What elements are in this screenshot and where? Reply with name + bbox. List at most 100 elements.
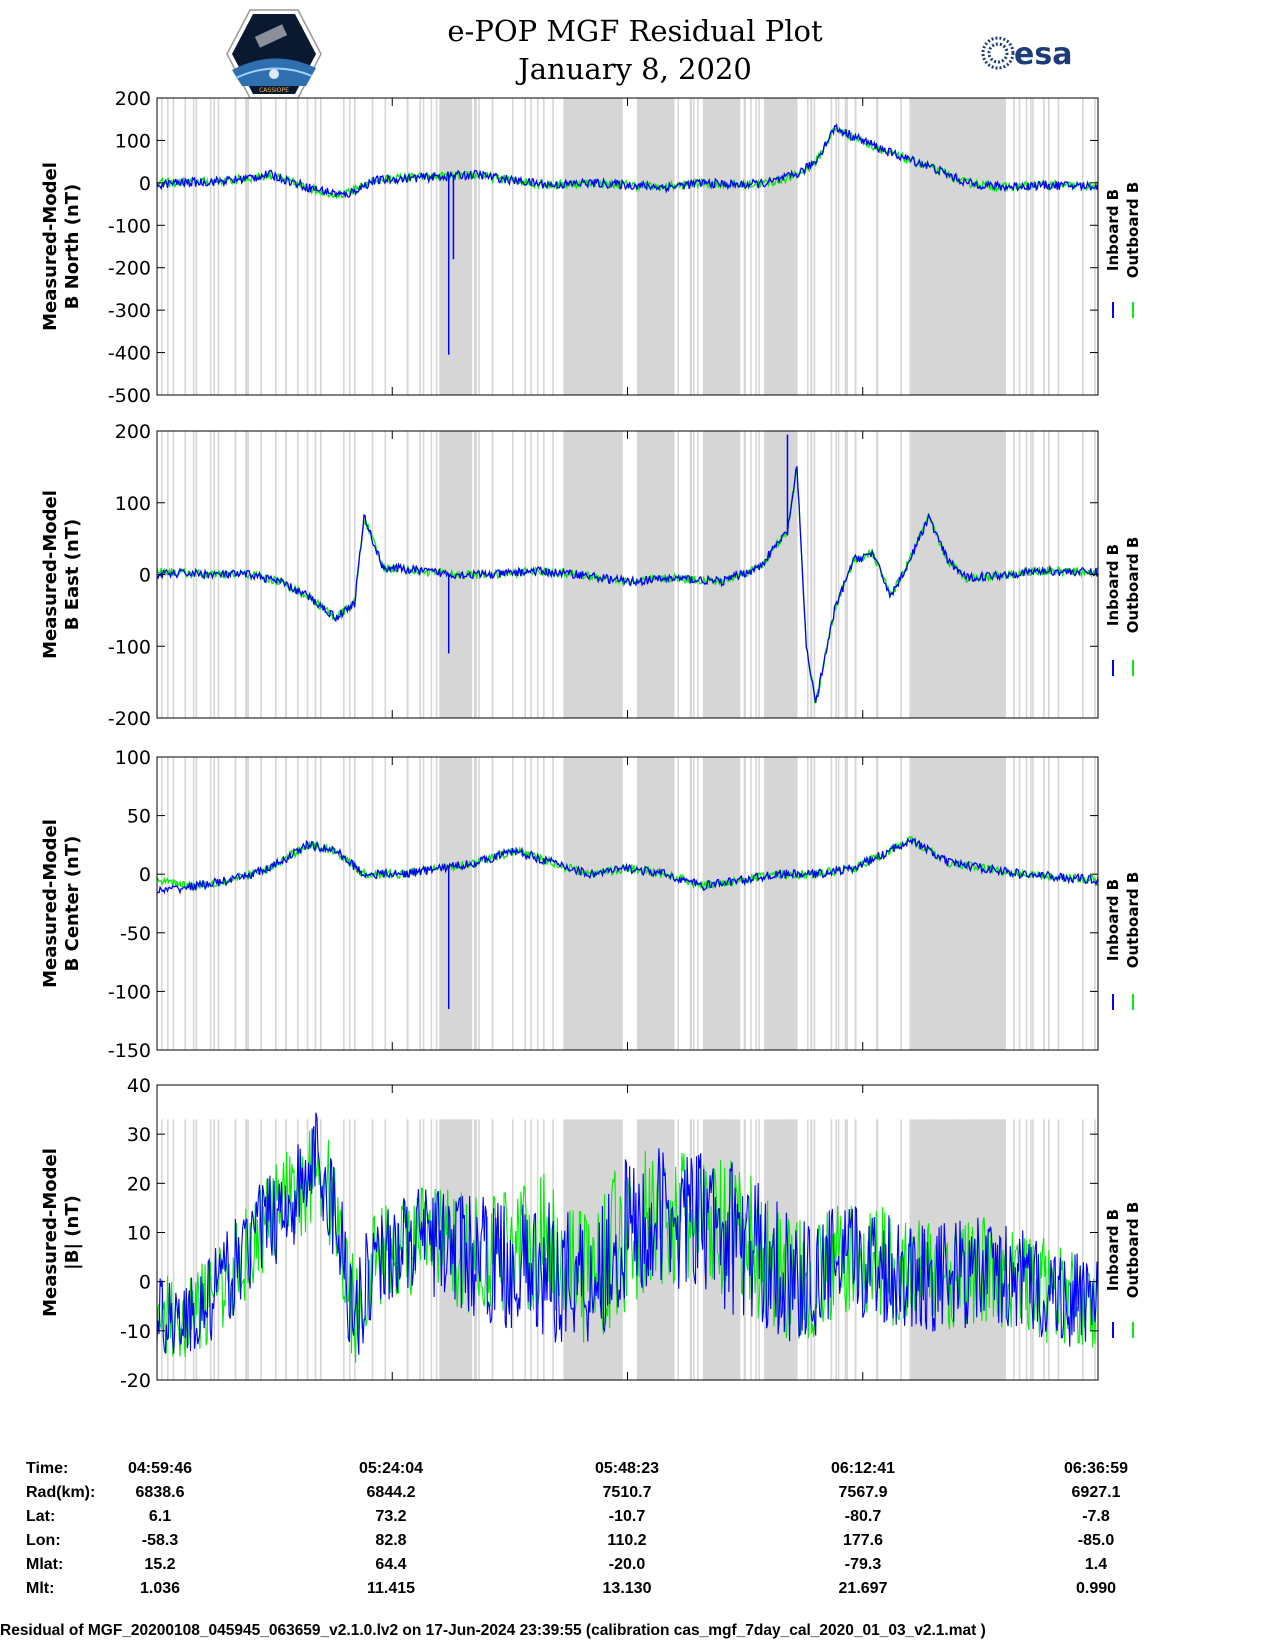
y-tick-label: -100 bbox=[108, 215, 151, 237]
row-label-mlat: Mlat: bbox=[26, 1556, 64, 1573]
y-tick-label: -50 bbox=[120, 923, 151, 945]
data-gap-region bbox=[563, 98, 623, 395]
legend-outboard-label: Outboard B bbox=[1124, 537, 1142, 634]
cell-lon: 82.8 bbox=[375, 1532, 407, 1549]
cell-time: 04:59:46 bbox=[127, 1460, 193, 1477]
orbit-info-table: Time: Rad(km): Lat: Lon: Mlat: Mlt: 04:5… bbox=[0, 1460, 1275, 1620]
y-tick-label: 40 bbox=[127, 1075, 151, 1097]
y-tick-label: -100 bbox=[108, 636, 151, 658]
cell-mlt: 13.130 bbox=[602, 1580, 652, 1597]
y-tick-label: 200 bbox=[115, 88, 151, 110]
cell-mlt: 11.415 bbox=[366, 1580, 416, 1597]
legend-outboard-label: Outboard B bbox=[1124, 872, 1142, 969]
legend-outboard-label: Outboard B bbox=[1124, 1202, 1142, 1299]
data-gap-region bbox=[763, 757, 797, 1050]
cell-mlt: 1.036 bbox=[139, 1580, 181, 1597]
chart-date: January 8, 2020 bbox=[518, 52, 752, 86]
cell-rad: 6844.2 bbox=[366, 1484, 416, 1501]
inboard-series-line bbox=[157, 466, 1098, 704]
y-tick-label: 0 bbox=[139, 864, 151, 886]
legend-inboard-label: Inboard B bbox=[1104, 879, 1122, 961]
cell-lat: 6.1 bbox=[148, 1508, 172, 1525]
cell-rad: 6927.1 bbox=[1071, 1484, 1121, 1501]
cell-time: 05:24:04 bbox=[358, 1460, 424, 1477]
y-tick-label: -20 bbox=[120, 1370, 151, 1392]
y-axis-label: B Center (nT) bbox=[62, 836, 83, 972]
y-tick-label: -400 bbox=[108, 343, 151, 365]
y-tick-label: 10 bbox=[127, 1223, 151, 1245]
cassiope-logo-text: CASSIOPE bbox=[259, 87, 289, 94]
cell-time: 06:36:59 bbox=[1063, 1460, 1129, 1477]
y-axis-label: Measured-Model bbox=[40, 162, 61, 331]
y-tick-label: 100 bbox=[115, 493, 151, 515]
row-label-rad: Rad(km): bbox=[26, 1484, 96, 1501]
cell-lon: 177.6 bbox=[842, 1532, 884, 1549]
row-label-lat: Lat: bbox=[26, 1508, 56, 1525]
y-axis-label: Measured-Model bbox=[40, 490, 61, 659]
data-gap-region bbox=[763, 431, 797, 718]
row-label-lon: Lon: bbox=[26, 1532, 61, 1549]
y-tick-label: 0 bbox=[139, 565, 151, 587]
y-tick-label: -200 bbox=[108, 708, 151, 730]
cell-lon: 110.2 bbox=[607, 1532, 647, 1549]
y-axis-label: |B| (nT) bbox=[62, 1195, 83, 1270]
y-tick-label: -200 bbox=[108, 258, 151, 280]
data-gap-region bbox=[636, 431, 675, 718]
y-tick-label: 200 bbox=[115, 421, 151, 443]
cell-lat: -80.7 bbox=[844, 1508, 882, 1525]
y-tick-label: -150 bbox=[108, 1040, 151, 1062]
y-tick-label: -100 bbox=[108, 981, 151, 1003]
y-axis-label: B North (nT) bbox=[62, 184, 83, 310]
cell-time: 05:48:23 bbox=[594, 1460, 660, 1477]
y-tick-label: 0 bbox=[139, 1272, 151, 1294]
y-tick-label: 20 bbox=[127, 1173, 151, 1195]
legend-inboard-label: Inboard B bbox=[1104, 544, 1122, 626]
data-gap-region bbox=[636, 98, 675, 395]
cell-mlt: 21.697 bbox=[838, 1580, 888, 1597]
inboard-series-line bbox=[157, 1112, 1098, 1355]
inboard-series-line bbox=[157, 123, 1098, 199]
cell-lat: -7.8 bbox=[1082, 1508, 1110, 1525]
legend-inboard-label: Inboard B bbox=[1104, 189, 1122, 271]
esa-logo: esa bbox=[981, 36, 1072, 72]
legend-inboard-label: Inboard B bbox=[1104, 1209, 1122, 1291]
cell-mlat: 64.4 bbox=[375, 1556, 407, 1573]
data-gap-region bbox=[763, 98, 797, 395]
data-gap-region bbox=[563, 757, 623, 1050]
footnote: Residual of MGF_20200108_045945_063659_v… bbox=[0, 1622, 986, 1639]
cell-rad: 7510.7 bbox=[602, 1484, 652, 1501]
row-label-mlt: Mlt: bbox=[26, 1580, 55, 1597]
y-tick-label: 100 bbox=[115, 130, 151, 152]
y-tick-label: -300 bbox=[108, 300, 151, 322]
data-gap-region bbox=[702, 98, 741, 395]
y-axis-label: B East (nT) bbox=[62, 519, 83, 631]
esa-logo-text: esa bbox=[1014, 37, 1072, 72]
cell-mlat: -20.0 bbox=[608, 1556, 646, 1573]
y-tick-label: -10 bbox=[120, 1321, 151, 1343]
y-tick-label: 30 bbox=[127, 1124, 151, 1146]
cell-mlt: 0.990 bbox=[1075, 1580, 1117, 1597]
inboard-series-line bbox=[157, 837, 1098, 895]
cell-lon: -58.3 bbox=[141, 1532, 179, 1549]
data-gap-region bbox=[702, 757, 741, 1050]
y-axis-label: Measured-Model bbox=[40, 1148, 61, 1317]
y-tick-label: 100 bbox=[115, 747, 151, 769]
y-tick-label: 50 bbox=[127, 806, 151, 828]
cell-lon: -85.0 bbox=[1077, 1532, 1115, 1549]
cell-rad: 7567.9 bbox=[838, 1484, 888, 1501]
cell-rad: 6838.6 bbox=[135, 1484, 185, 1501]
row-label-time: Time: bbox=[26, 1460, 69, 1477]
cell-mlat: 1.4 bbox=[1084, 1556, 1108, 1573]
cell-lat: 73.2 bbox=[375, 1508, 407, 1525]
chart-title: e-POP MGF Residual Plot bbox=[447, 14, 823, 48]
cassiope-logo: CASSIOPE bbox=[226, 9, 322, 99]
cell-mlat: -79.3 bbox=[844, 1556, 882, 1573]
y-tick-label: 0 bbox=[139, 173, 151, 195]
cell-mlat: 15.2 bbox=[144, 1556, 176, 1573]
y-axis-label: Measured-Model bbox=[40, 819, 61, 988]
cell-lat: -10.7 bbox=[608, 1508, 646, 1525]
legend-outboard-label: Outboard B bbox=[1124, 182, 1142, 279]
data-gap-region bbox=[636, 757, 675, 1050]
y-tick-label: -500 bbox=[108, 385, 151, 407]
